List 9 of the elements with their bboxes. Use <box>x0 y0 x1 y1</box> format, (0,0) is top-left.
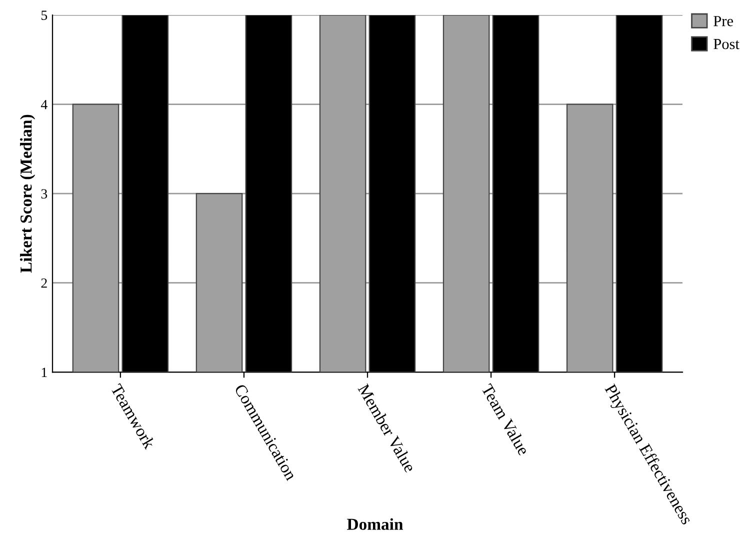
y-tick-label: 1 <box>42 368 47 377</box>
x-axis-title: Domain <box>347 518 403 530</box>
y-tick-label: 3 <box>41 189 48 199</box>
legend-label: Pre <box>714 16 733 26</box>
y-tick-label: 4 <box>40 100 48 110</box>
y-axis-title: Likert Score (Median) <box>20 114 36 273</box>
y-tick-label: 5 <box>42 10 48 20</box>
y-tick-label: 2 <box>41 278 47 288</box>
legend-label: Post <box>714 39 740 50</box>
